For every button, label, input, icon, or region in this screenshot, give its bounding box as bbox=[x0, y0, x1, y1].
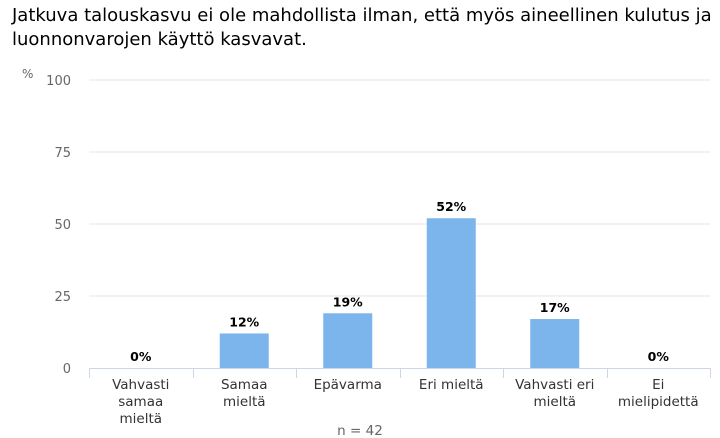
x-tick-label: Epävarma bbox=[314, 377, 382, 393]
data-label: 52% bbox=[436, 199, 466, 214]
x-tick-label: Vahvasti eri mieltä bbox=[515, 377, 594, 410]
y-tick-label: 50 bbox=[54, 218, 71, 233]
y-tick-label: 0 bbox=[63, 362, 71, 377]
sample-size-note: n = 42 bbox=[337, 423, 383, 438]
x-tick-label: Samaa mieltä bbox=[221, 377, 268, 410]
y-axis-unit: % bbox=[22, 67, 33, 81]
x-tick-label: Ei mielipidettä bbox=[618, 377, 699, 410]
axes bbox=[89, 368, 711, 378]
labels: % 0 25 50 75 100 0% Vahvasti samaa mieltä 12% Samaa… bbox=[22, 67, 699, 438]
bar bbox=[219, 333, 269, 368]
y-tick-label: 75 bbox=[54, 146, 71, 161]
x-tick-label: Vahvasti samaa mieltä bbox=[112, 377, 169, 427]
bar bbox=[323, 313, 373, 368]
data-label: 0% bbox=[130, 349, 152, 364]
data-label: 17% bbox=[540, 300, 570, 315]
data-label: 0% bbox=[648, 349, 670, 364]
y-tick-label: 25 bbox=[54, 290, 71, 305]
bars bbox=[219, 218, 580, 368]
y-tick-label: 100 bbox=[46, 74, 71, 89]
x-tick-label: Eri mieltä bbox=[419, 377, 484, 393]
data-label: 12% bbox=[229, 314, 259, 329]
gridlines bbox=[89, 79, 710, 297]
chart-title: Jatkuva talouskasvu ei ole mahdollista i… bbox=[12, 5, 712, 50]
data-label: 19% bbox=[333, 294, 363, 309]
bar bbox=[530, 319, 580, 368]
bar bbox=[426, 218, 476, 368]
